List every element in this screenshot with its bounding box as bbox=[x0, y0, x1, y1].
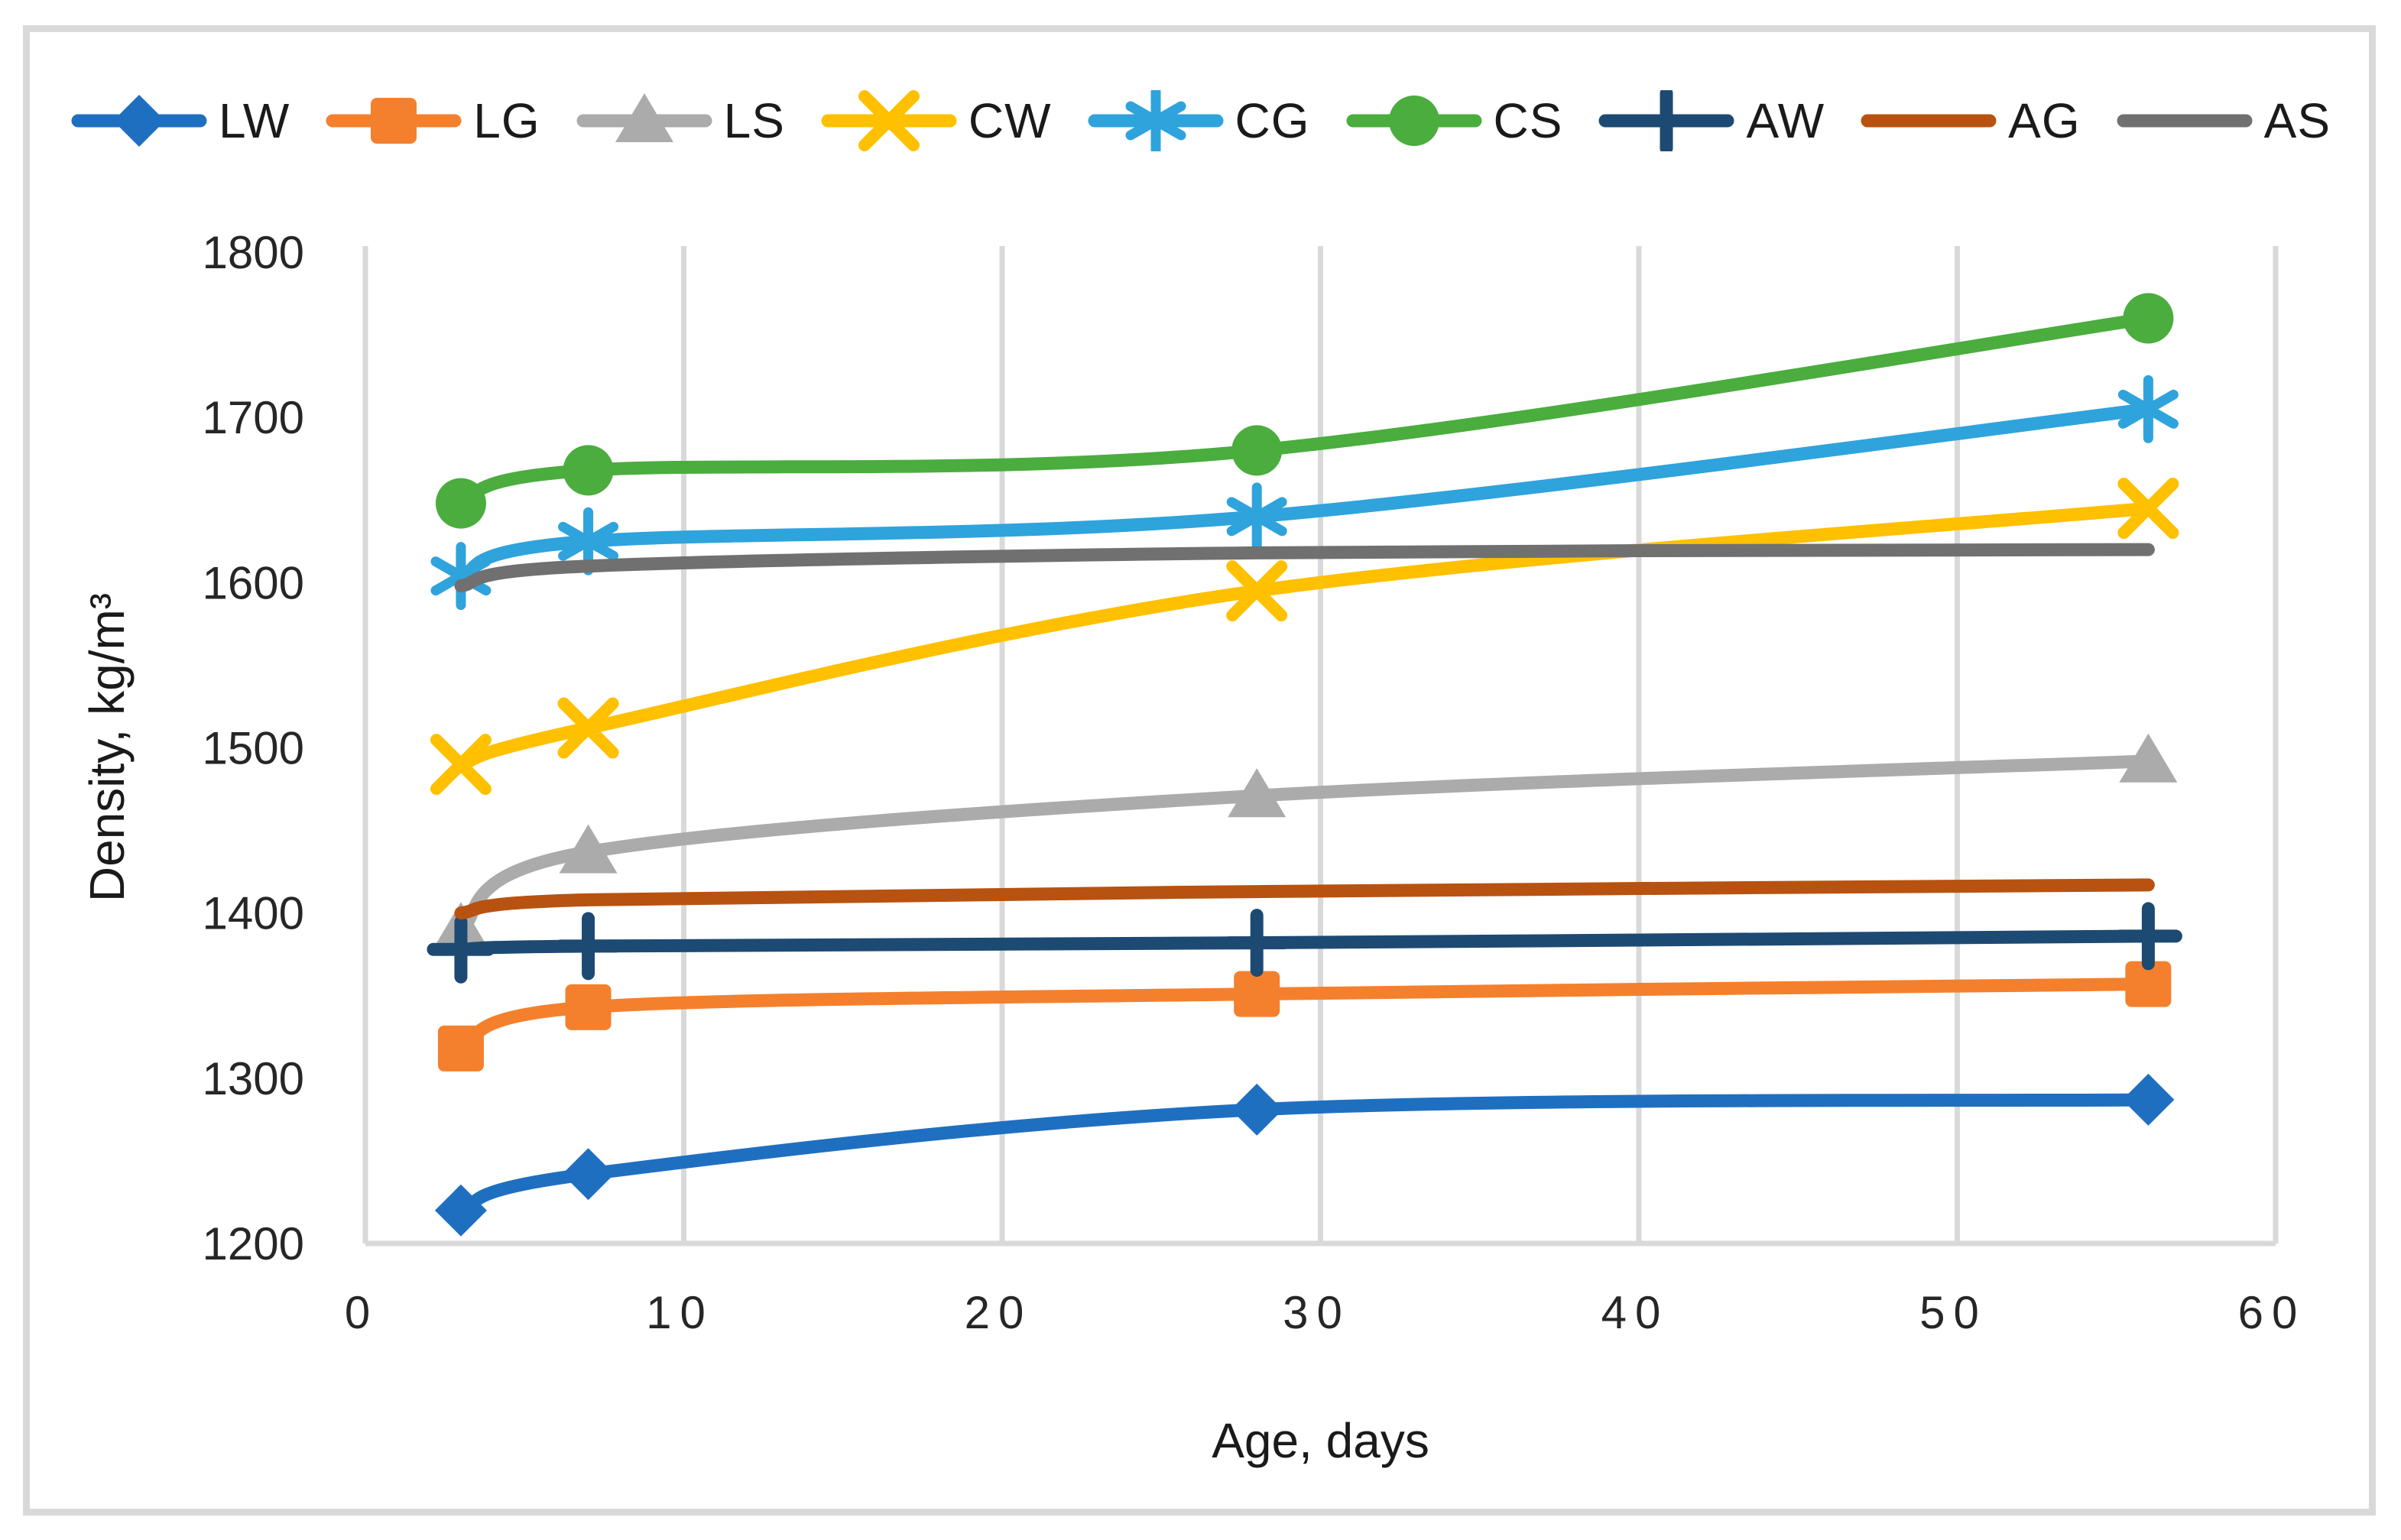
x-tick-label-20: 20 bbox=[965, 1287, 1033, 1338]
x-tick-label-60: 60 bbox=[2238, 1287, 2306, 1338]
legend-label: LG bbox=[473, 93, 540, 148]
legend-marker-shape bbox=[858, 90, 920, 151]
legend-label: LS bbox=[723, 93, 785, 148]
series-AW-marker-28 bbox=[1222, 909, 1291, 977]
series-CG-marker-28 bbox=[1226, 482, 1287, 551]
legend-marker-cg-icon bbox=[1088, 90, 1224, 151]
series-LG-marker-3 bbox=[437, 1025, 484, 1072]
legend-marker-shape bbox=[113, 95, 165, 147]
series-LW-line bbox=[454, 1093, 2155, 1217]
legend-item-lw: LW bbox=[70, 90, 290, 151]
series-CS-marker-56 bbox=[2123, 293, 2174, 344]
y-tick-label-1400: 1400 bbox=[203, 888, 304, 939]
legend-item-cs: CS bbox=[1345, 90, 1563, 151]
legend-marker-ag-icon bbox=[1861, 114, 1997, 128]
series-LS-marker-56 bbox=[2119, 733, 2178, 783]
y-tick-label-1200: 1200 bbox=[203, 1218, 304, 1269]
series-CW-marker-28 bbox=[1226, 560, 1288, 622]
y-tick-label-1700: 1700 bbox=[203, 392, 304, 443]
series-LS bbox=[431, 733, 2178, 952]
legend-marker-shape bbox=[1388, 96, 1439, 146]
series-CG bbox=[430, 374, 2179, 611]
series-CW-marker-56 bbox=[2117, 478, 2179, 540]
legend-label: AG bbox=[2008, 93, 2081, 148]
x-tick-label-30: 30 bbox=[1283, 1287, 1351, 1338]
y-tick-label-1300: 1300 bbox=[203, 1053, 304, 1104]
series-LG-marker-28 bbox=[1234, 971, 1280, 1017]
series-AW-line bbox=[454, 929, 2155, 956]
legend-item-as: AS bbox=[2116, 90, 2331, 151]
legend-marker-shape bbox=[615, 93, 673, 142]
x-tick-label-40: 40 bbox=[1601, 1287, 1669, 1338]
series-AW-marker-7 bbox=[554, 912, 623, 981]
series-CS bbox=[435, 293, 2174, 529]
legend-item-cw: CW bbox=[820, 90, 1052, 151]
series-LG-line bbox=[454, 977, 2155, 1055]
series-AW-marker-56 bbox=[2114, 902, 2182, 971]
legend-marker-cs-icon bbox=[1346, 96, 1482, 146]
legend-marker-shape bbox=[1632, 90, 1701, 151]
legend-marker-cw-icon bbox=[821, 90, 957, 151]
series-LG-marker-7 bbox=[565, 984, 612, 1030]
series-CG-marker-56 bbox=[2117, 374, 2179, 443]
legend-label: AW bbox=[1746, 93, 1825, 148]
series-LS-marker-28 bbox=[1228, 768, 1286, 818]
series-CG-line bbox=[454, 402, 2155, 583]
legend-item-ls: LS bbox=[576, 90, 785, 151]
series-AG bbox=[454, 878, 2155, 920]
series-AS bbox=[454, 543, 2155, 593]
y-tick-label-1600: 1600 bbox=[203, 557, 304, 608]
legend-marker-ls-icon bbox=[576, 93, 712, 142]
series-AS-line bbox=[454, 543, 2155, 593]
series-LS-marker-7 bbox=[559, 824, 618, 874]
y-tick-label-1500: 1500 bbox=[203, 723, 304, 774]
series-AW-marker-3 bbox=[427, 915, 495, 984]
legend-marker-aw-icon bbox=[1598, 90, 1734, 151]
legend-label: CW bbox=[968, 93, 1052, 148]
series-CS-line bbox=[454, 311, 2155, 511]
x-tick-label-0: 0 bbox=[345, 1287, 378, 1338]
series-LS-line bbox=[454, 754, 2155, 936]
series-LW-marker-56 bbox=[2122, 1073, 2175, 1126]
series-CS-marker-28 bbox=[1231, 425, 1283, 476]
chart-legend: LW LG LS CW CG CS AW AG AS bbox=[0, 90, 2401, 151]
series-CW-marker-3 bbox=[430, 734, 492, 796]
series-CS-marker-7 bbox=[563, 445, 614, 496]
series-LG-marker-56 bbox=[2125, 961, 2172, 1007]
x-axis-title: Age, days bbox=[1212, 1413, 1429, 1468]
series-AG-line bbox=[454, 878, 2155, 920]
x-tick-label-10: 10 bbox=[646, 1287, 714, 1338]
legend-label: AS bbox=[2263, 93, 2331, 148]
series-CW-line bbox=[454, 501, 2155, 771]
chart-border bbox=[23, 25, 2376, 1516]
series-LW-marker-28 bbox=[1231, 1083, 1283, 1136]
legend-marker-shape bbox=[1125, 90, 1186, 151]
legend-marker-as-icon bbox=[2117, 114, 2253, 128]
legend-item-ag: AG bbox=[1860, 90, 2080, 151]
legend-item-cg: CG bbox=[1087, 90, 1310, 151]
legend-marker-lw-icon bbox=[71, 95, 207, 147]
series-CS-marker-3 bbox=[435, 478, 486, 529]
legend-item-lg: LG bbox=[325, 90, 540, 151]
series-AW bbox=[427, 902, 2182, 984]
legend-marker-lg-icon bbox=[326, 98, 462, 144]
x-tick-label-50: 50 bbox=[1919, 1287, 1987, 1338]
series-CW-marker-7 bbox=[557, 697, 619, 759]
series-LW-marker-3 bbox=[434, 1184, 487, 1237]
legend-item-aw: AW bbox=[1598, 90, 1825, 151]
legend-label: LW bbox=[219, 93, 290, 148]
legend-label: CG bbox=[1235, 93, 1310, 148]
series-CW bbox=[430, 478, 2179, 796]
legend-marker-shape bbox=[371, 98, 417, 144]
legend-label: CS bbox=[1493, 93, 1563, 148]
series-LW bbox=[434, 1073, 2175, 1237]
series-LW-marker-7 bbox=[562, 1148, 615, 1201]
y-axis-title: Density, kg/m³ bbox=[79, 592, 135, 903]
y-tick-label-1800: 1800 bbox=[203, 227, 304, 278]
series-LG bbox=[437, 961, 2172, 1072]
